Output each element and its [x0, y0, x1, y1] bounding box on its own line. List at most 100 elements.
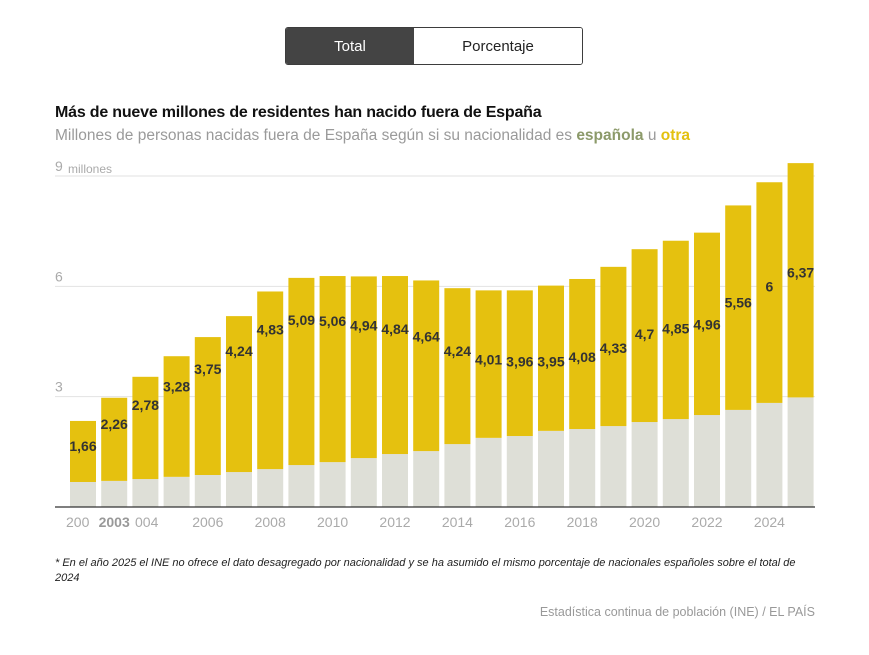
bar-spanish	[506, 436, 533, 507]
bar-spanish	[194, 475, 221, 507]
bar-other	[694, 232, 720, 416]
source-credit: Estadística continua de población (INE) …	[539, 605, 815, 619]
x-tick-label: 2010	[317, 514, 348, 530]
bar-other	[101, 397, 128, 481]
footnote: * En el año 2025 el INE no ofrece el dat…	[55, 557, 796, 584]
data-label: 3,28	[163, 378, 190, 394]
data-label: 4,24	[444, 343, 471, 359]
bar-spanish	[319, 462, 346, 507]
bar-other	[257, 291, 284, 470]
bar-other	[70, 420, 96, 482]
data-label: 3,75	[194, 361, 221, 377]
x-tick-label: 2006	[192, 514, 223, 530]
x-tick-label-highlighted: 2003	[99, 514, 130, 530]
bar-spanish	[382, 454, 408, 507]
x-tick-label: 2022	[691, 514, 722, 530]
bar-other	[506, 290, 533, 437]
data-label: 3,96	[506, 353, 533, 369]
bar-spanish	[350, 458, 377, 507]
bar-spanish	[101, 480, 128, 507]
x-tick-label: 2014	[442, 514, 473, 530]
data-label: 4,96	[693, 317, 720, 333]
toggle-percentage-button[interactable]: Porcentaje	[414, 28, 582, 64]
bar-other	[475, 290, 502, 438]
data-label: 1,66	[69, 438, 96, 454]
bar-spanish	[756, 402, 783, 507]
data-label: 6	[766, 278, 774, 294]
bar-other	[444, 288, 471, 445]
y-tick-label: 6	[55, 268, 63, 284]
bar-spanish	[694, 415, 720, 507]
bar-spanish	[257, 469, 284, 507]
y-unit-label: millones	[68, 162, 112, 176]
data-label: 4,85	[662, 321, 689, 337]
data-label: 4,01	[475, 352, 502, 368]
bar-spanish	[538, 430, 564, 507]
y-tick-label: 9	[55, 158, 63, 174]
bar-other	[725, 205, 752, 410]
bar-other	[600, 266, 627, 427]
chart-subtitle: Millones de personas nacidas fuera de Es…	[55, 127, 690, 145]
bar-spanish	[787, 397, 814, 507]
data-label: 4,33	[600, 340, 627, 356]
x-tick-label: 2020	[629, 514, 660, 530]
view-toggle: Total Porcentaje	[285, 27, 583, 65]
bar-spanish	[725, 409, 752, 507]
bar-other	[319, 276, 346, 463]
data-label: 3,95	[537, 354, 564, 370]
data-label: 4,84	[381, 321, 408, 337]
x-tick-label: 004	[135, 514, 159, 530]
legend-spanish: española	[576, 127, 644, 144]
bar-other	[350, 276, 377, 459]
bar-spanish	[70, 481, 96, 507]
data-label: 5,06	[319, 313, 346, 329]
x-tick-label: 2016	[504, 514, 535, 530]
bar-spanish	[600, 426, 627, 507]
bar-other	[194, 337, 221, 476]
bar-other	[787, 163, 814, 398]
data-label: 2,26	[101, 416, 128, 432]
data-label: 5,09	[288, 312, 315, 328]
data-label: 4,83	[257, 321, 284, 337]
x-tick-label: 2024	[754, 514, 785, 530]
x-tick-label: 2018	[567, 514, 598, 530]
bar-other	[132, 376, 159, 480]
bar-other	[382, 276, 408, 455]
bar-other	[569, 278, 596, 430]
bar-spanish	[413, 451, 440, 507]
data-label: 4,64	[413, 328, 440, 344]
toggle-total-button[interactable]: Total	[286, 28, 414, 64]
bar-spanish	[631, 422, 658, 507]
bar-spanish	[226, 472, 252, 507]
subtitle-prefix: Millones de personas nacidas fuera de Es…	[55, 127, 577, 144]
bar-other	[538, 285, 564, 431]
chart-title: Más de nueve millones de residentes han …	[55, 104, 542, 121]
bar-spanish	[444, 444, 471, 507]
bar-other	[288, 277, 315, 466]
data-label: 4,08	[569, 349, 596, 365]
bar-spanish	[163, 476, 190, 507]
bar-other	[756, 182, 783, 403]
data-label: 6,37	[787, 265, 814, 281]
data-label: 4,7	[635, 326, 655, 342]
bar-spanish	[288, 465, 315, 507]
bar-spanish	[569, 429, 596, 507]
x-tick-label: 2008	[255, 514, 286, 530]
bar-other	[662, 240, 689, 420]
legend-other: otra	[660, 127, 691, 144]
bar-spanish	[475, 437, 502, 507]
data-label: 4,94	[350, 317, 377, 333]
data-label: 4,24	[225, 343, 252, 359]
x-tick-label: 200	[66, 514, 90, 530]
y-tick-label: 3	[55, 379, 63, 395]
bar-other	[631, 249, 658, 423]
x-tick-label: 2012	[379, 514, 410, 530]
subtitle-middle: u	[643, 127, 661, 144]
data-label: 2,78	[132, 397, 159, 413]
bar-spanish	[132, 479, 159, 507]
bar-spanish	[662, 419, 689, 507]
bar-other	[413, 280, 440, 452]
bar-other	[226, 316, 252, 473]
data-label: 5,56	[725, 295, 752, 311]
